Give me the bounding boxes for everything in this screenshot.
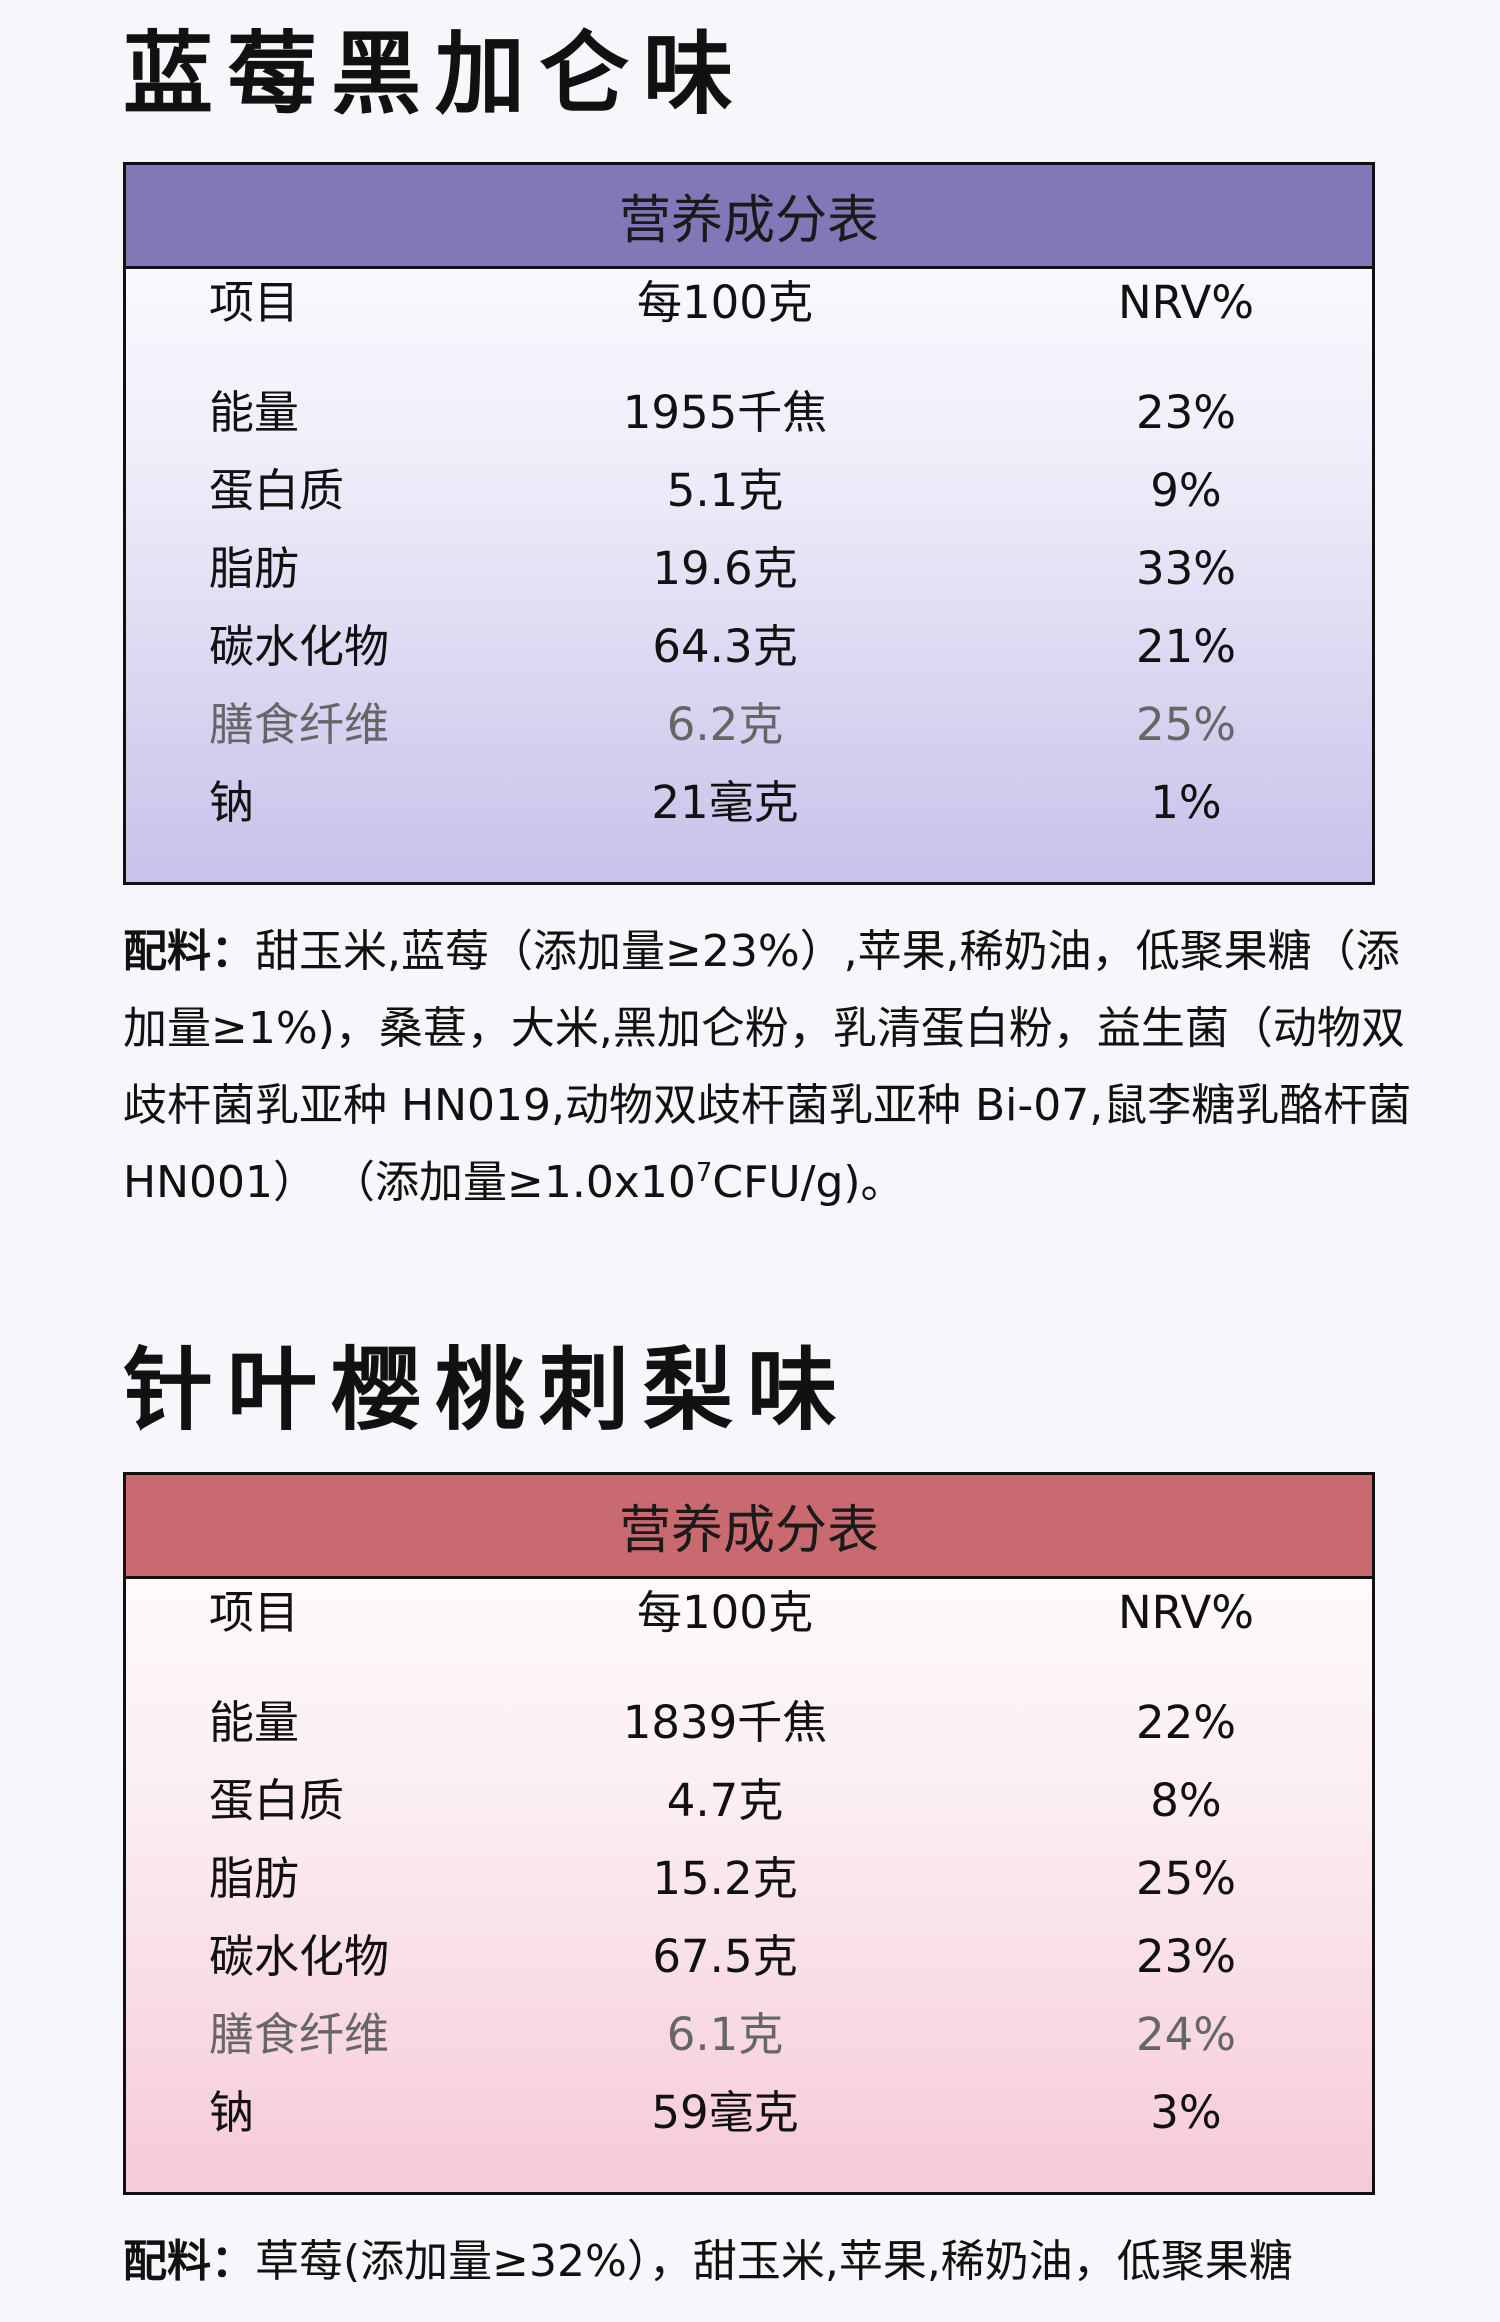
row-per100g: 1839千焦: [622, 1696, 828, 1749]
table-row: 脂肪 15.2克 25%: [126, 1846, 1372, 1912]
product-title: 针叶樱桃刺梨味: [123, 1338, 851, 1443]
row-per100g: 6.2克: [666, 698, 784, 751]
column-header-item: 项目: [209, 276, 300, 329]
table-row: 蛋白质 5.1克 9%: [126, 458, 1372, 524]
column-header-nrv: NRV%: [1117, 1586, 1254, 1639]
row-item: 钠: [209, 2086, 255, 2139]
column-header-per100g: 每100克: [637, 1586, 813, 1639]
table-row: 钠 59毫克 3%: [126, 2080, 1372, 2146]
row-per100g: 64.3克: [652, 620, 798, 673]
row-per100g: 1955千焦: [622, 386, 828, 439]
row-item: 能量: [209, 386, 300, 439]
product-blueberry-blackcurrant: 蓝莓黑加仑味 营养成分表 项目 每100克 NRV% 能量 1955千焦 23%…: [123, 0, 1411, 1221]
ingredients-exponent: 7: [695, 1158, 713, 1188]
row-item: 蛋白质: [209, 1774, 345, 1827]
table-row: 脂肪 19.6克 33%: [126, 536, 1372, 602]
row-item: 膳食纤维: [209, 2008, 390, 2061]
ingredients-text: 配料：甜玉米,蓝莓（添加量≥23%）,苹果,稀奶油，低聚果糖（添加量≥1%)，桑…: [123, 913, 1413, 1221]
ingredients-tail: CFU/g)。: [712, 1157, 905, 1208]
row-item: 钠: [209, 776, 255, 829]
row-nrv: 8%: [1150, 1774, 1222, 1827]
table-row: 膳食纤维 6.2克 25%: [126, 692, 1372, 758]
ingredients-label: 配料：: [123, 926, 255, 977]
row-nrv: 25%: [1135, 1852, 1237, 1905]
ingredients-label: 配料：: [123, 2236, 255, 2287]
nutrition-table-heading: 营养成分表: [126, 165, 1372, 269]
table-row: 蛋白质 4.7克 8%: [126, 1768, 1372, 1834]
row-item: 碳水化物: [209, 1930, 390, 1983]
row-item: 蛋白质: [209, 464, 345, 517]
nutrition-table-heading: 营养成分表: [126, 1475, 1372, 1579]
table-header-row: 项目 每100克 NRV%: [126, 1580, 1372, 1646]
table-row: 碳水化物 64.3克 21%: [126, 614, 1372, 680]
row-item: 膳食纤维: [209, 698, 390, 751]
row-item: 能量: [209, 1696, 300, 1749]
table-row: 能量 1839千焦 22%: [126, 1690, 1372, 1756]
table-row: 能量 1955千焦 23%: [126, 380, 1372, 446]
row-nrv: 1%: [1150, 776, 1222, 829]
row-item: 碳水化物: [209, 620, 390, 673]
row-nrv: 33%: [1135, 542, 1237, 595]
ingredients-main: 草莓(添加量≥32%），甜玉米,苹果,稀奶油，低聚果糖: [255, 2236, 1293, 2287]
nutrition-table: 营养成分表 项目 每100克 NRV% 能量 1839千焦 22% 蛋白质 4.…: [123, 1472, 1375, 2195]
row-nrv: 9%: [1150, 464, 1222, 517]
row-nrv: 23%: [1135, 386, 1237, 439]
row-nrv: 3%: [1150, 2086, 1222, 2139]
row-per100g: 4.7克: [666, 1774, 784, 1827]
row-nrv: 24%: [1135, 2008, 1237, 2061]
row-item: 脂肪: [209, 1852, 300, 1905]
row-item: 脂肪: [209, 542, 300, 595]
row-per100g: 15.2克: [652, 1852, 798, 1905]
row-per100g: 21毫克: [651, 776, 799, 829]
row-per100g: 59毫克: [651, 2086, 799, 2139]
column-header-item: 项目: [209, 1586, 300, 1639]
table-row: 膳食纤维 6.1克 24%: [126, 2002, 1372, 2068]
row-per100g: 5.1克: [666, 464, 784, 517]
row-nrv: 21%: [1135, 620, 1237, 673]
row-nrv: 23%: [1135, 1930, 1237, 1983]
column-header-per100g: 每100克: [637, 276, 813, 329]
ingredients-text: 配料：草莓(添加量≥32%），甜玉米,苹果,稀奶油，低聚果糖: [123, 2223, 1413, 2300]
nutrition-table: 营养成分表 项目 每100克 NRV% 能量 1955千焦 23% 蛋白质 5.…: [123, 162, 1375, 885]
row-per100g: 19.6克: [652, 542, 798, 595]
product-acerola-rosa-roxburghii: 针叶樱桃刺梨味 营养成分表 项目 每100克 NRV% 能量 1839千焦 22…: [123, 1318, 1375, 2300]
product-title: 蓝莓黑加仑味: [123, 22, 747, 127]
table-row: 钠 21毫克 1%: [126, 770, 1372, 836]
table-header-row: 项目 每100克 NRV%: [126, 270, 1372, 336]
ingredients-main: 甜玉米,蓝莓（添加量≥23%）,苹果,稀奶油，低聚果糖（添加量≥1%)，桑葚，大…: [123, 926, 1412, 1208]
table-row: 碳水化物 67.5克 23%: [126, 1924, 1372, 1990]
row-nrv: 25%: [1135, 698, 1237, 751]
row-nrv: 22%: [1135, 1696, 1237, 1749]
row-per100g: 67.5克: [652, 1930, 798, 1983]
column-header-nrv: NRV%: [1117, 276, 1254, 329]
row-per100g: 6.1克: [666, 2008, 784, 2061]
